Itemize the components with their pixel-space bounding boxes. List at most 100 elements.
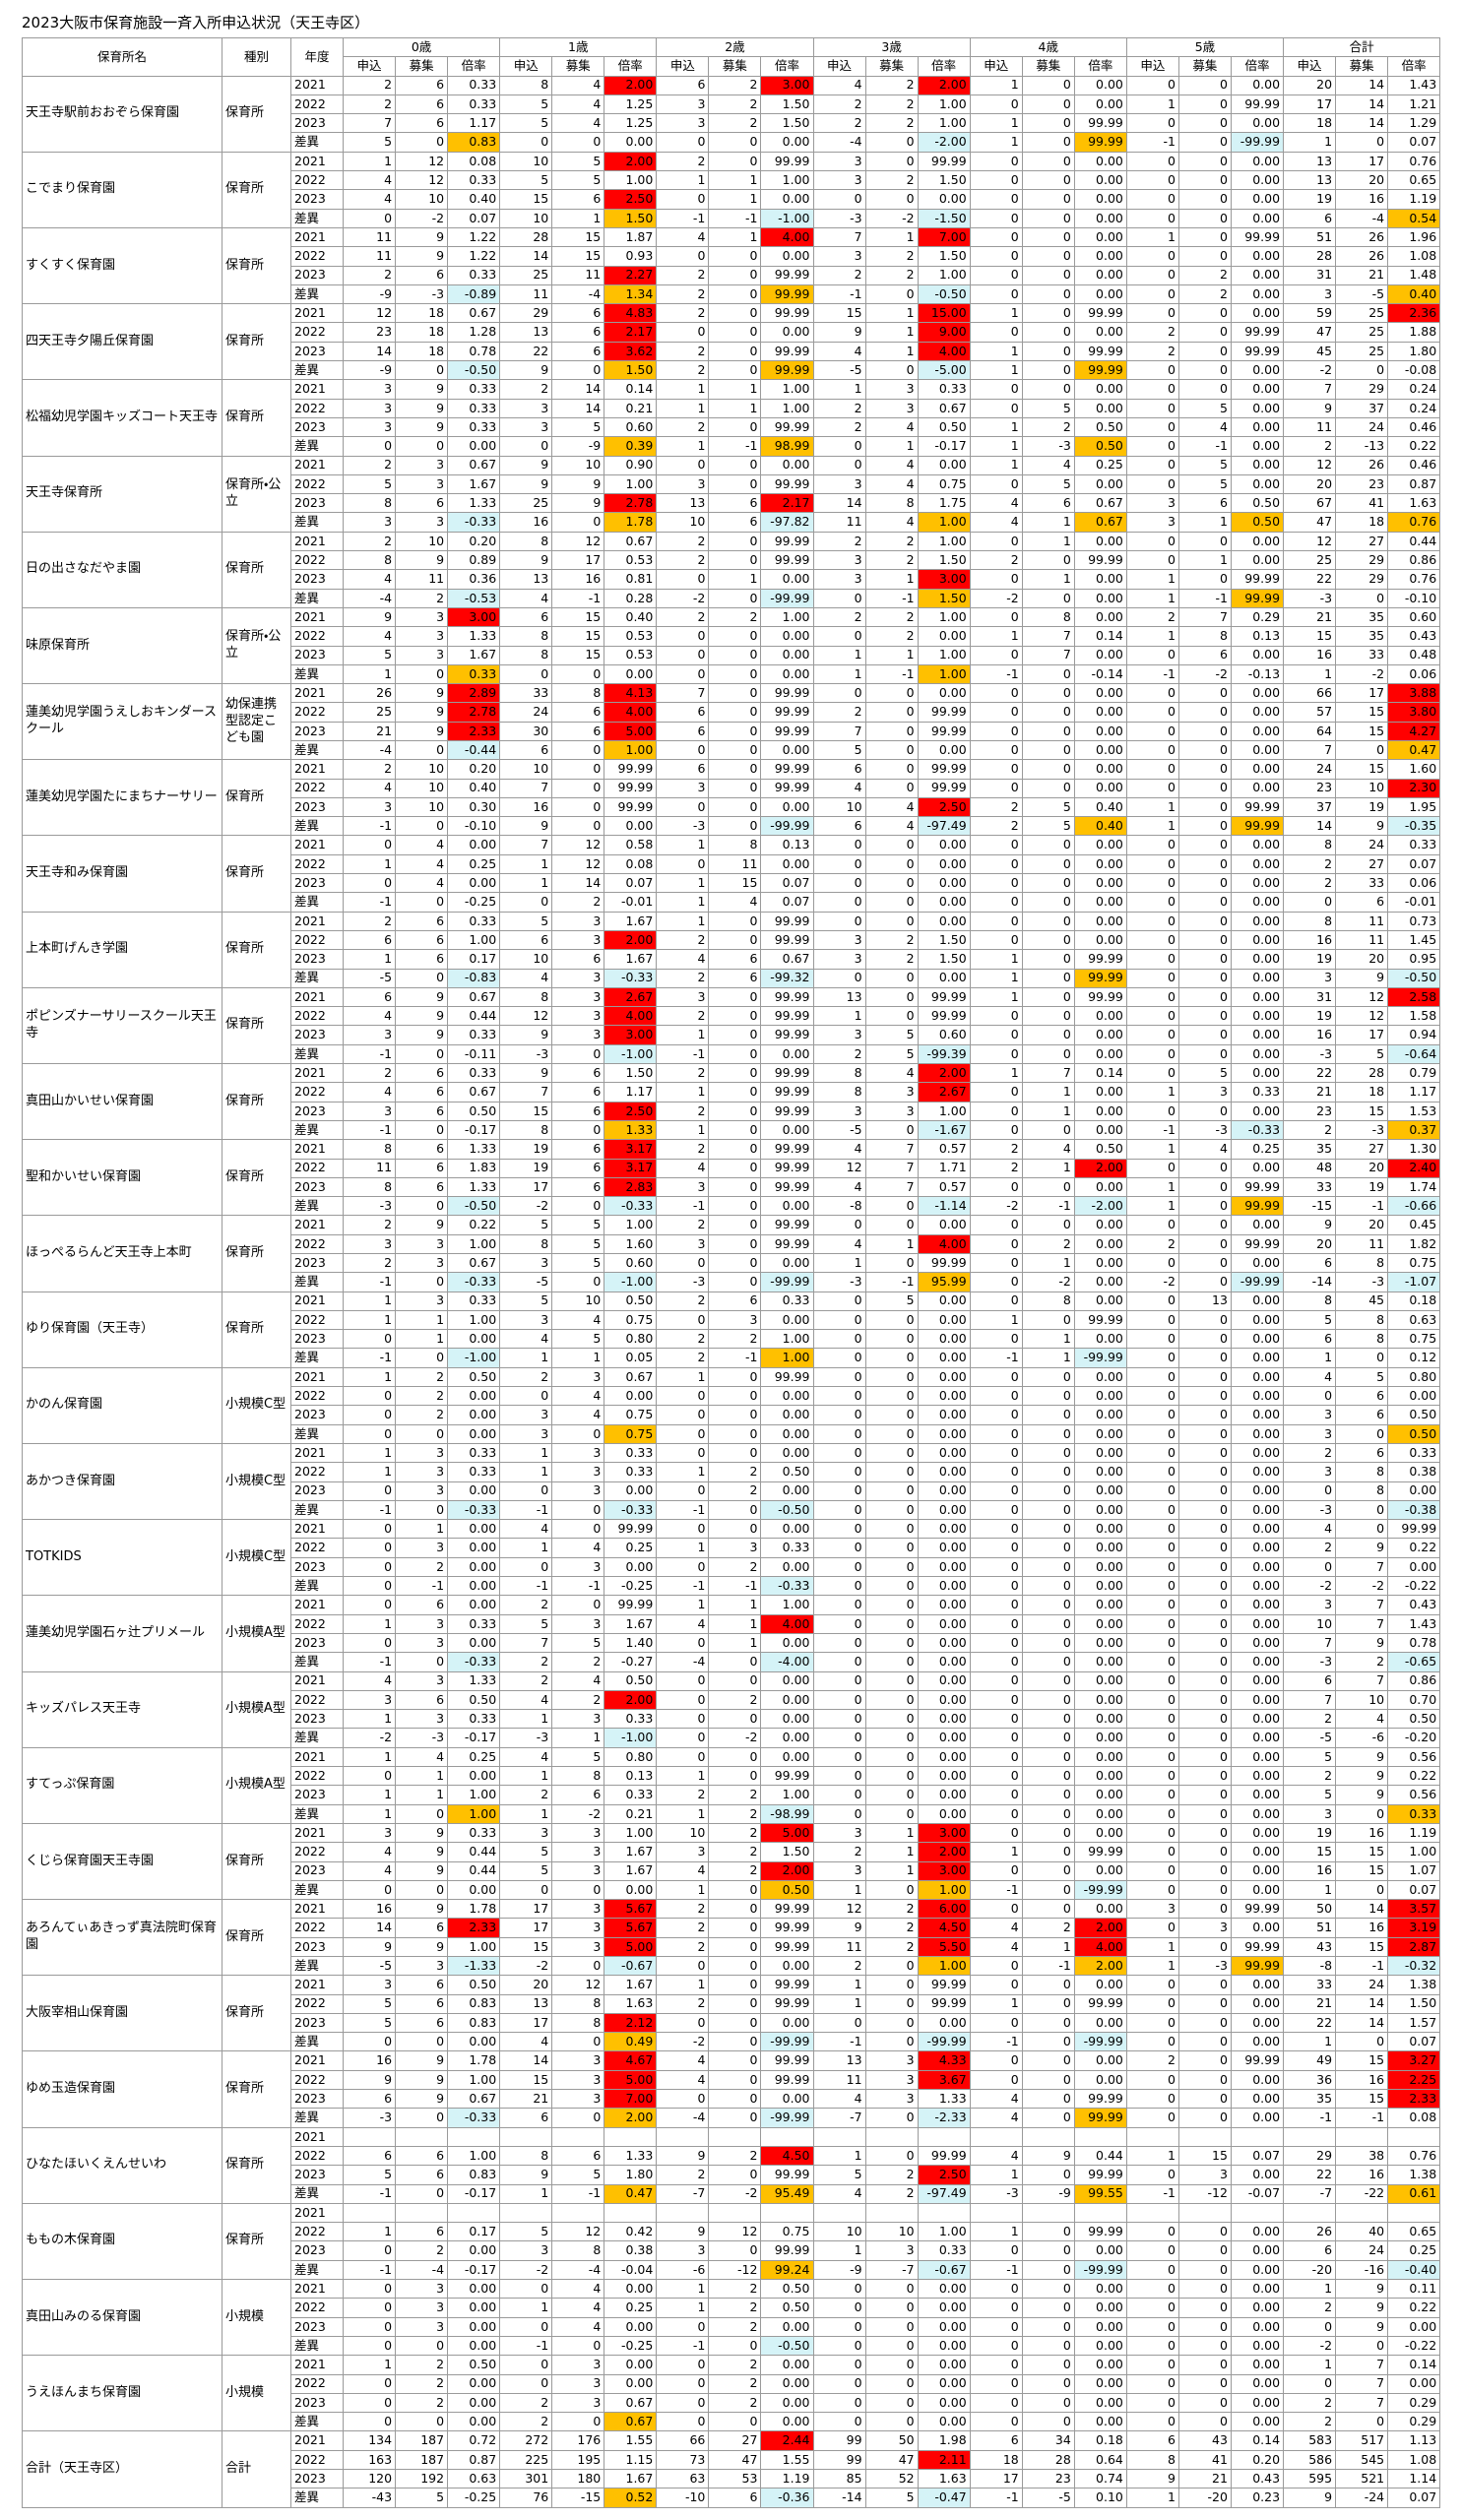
value-cell: -5	[1021, 2488, 1075, 2508]
value-cell: 43	[1177, 2430, 1232, 2451]
value-cell: 2	[395, 2373, 449, 2394]
value-cell: 3	[812, 151, 866, 172]
facility-type: 保育所	[222, 1063, 291, 1141]
data-row: 差異 0 0 0.00 2 0 0.67 0 0 0.00 0 0 0.00 0 0 0.00 0 0 0.00 2 0…	[23, 2412, 1441, 2432]
value-cell: 0.06	[1387, 663, 1441, 685]
value-cell: 0.00	[1230, 1309, 1285, 1331]
value-cell: 0.00	[1230, 2298, 1285, 2318]
value-cell: -99.99	[917, 2032, 971, 2052]
value-cell: 0	[812, 1329, 866, 1350]
value-cell: 0	[708, 1955, 762, 1977]
value-cell: 2.40	[1387, 1158, 1441, 1178]
value-cell: 0.25	[604, 1538, 658, 1558]
value-cell: 1	[656, 1462, 710, 1482]
value-cell: 0	[969, 151, 1023, 172]
value-cell: 0.00	[1230, 436, 1285, 457]
value-cell: 0	[1177, 1423, 1232, 1444]
value-cell: 0.40	[1073, 816, 1127, 837]
value-cell: -0.01	[604, 892, 658, 913]
value-cell: 0.95	[1387, 949, 1441, 970]
value-cell: 50	[864, 2430, 919, 2451]
value-cell: 0.60	[604, 416, 658, 438]
value-cell: 0.00	[1230, 645, 1285, 665]
value-cell: 0	[969, 226, 1023, 248]
value-cell: 0	[1335, 1803, 1389, 1824]
value-cell: 2.87	[1387, 1936, 1441, 1957]
value-cell: 3.00	[604, 1025, 658, 1045]
value-cell: 0	[1125, 1803, 1179, 1824]
value-cell: -5	[342, 968, 397, 988]
value-cell: 1	[342, 151, 397, 172]
value-cell: 0	[1125, 2012, 1179, 2034]
value-cell: 0.21	[604, 1803, 658, 1824]
value-cell: 2	[499, 379, 553, 400]
value-cell: 0.00	[1073, 473, 1127, 495]
value-cell: 1	[969, 455, 1023, 475]
value-cell: 163	[342, 2449, 397, 2471]
value-cell: 0	[1021, 2165, 1075, 2185]
value-cell: 0	[812, 1803, 866, 1824]
value-cell: 3.88	[1387, 683, 1441, 704]
value-cell: 0	[708, 2012, 762, 2034]
value-cell: -1	[708, 436, 762, 457]
value-cell: 0	[499, 1879, 553, 1901]
value-cell: 0.00	[760, 1423, 814, 1444]
value-cell: -0.83	[447, 968, 501, 988]
value-cell: 0.00	[447, 2032, 501, 2052]
data-row: 2022 25 9 2.78 24 6 4.00 6 0 99.99 2 0 99.99 0 0 0.00 0 0…	[23, 702, 1441, 723]
value-cell: 3	[395, 512, 449, 533]
value-cell: 176	[551, 2430, 605, 2451]
value-cell: 0.00	[1230, 1329, 1285, 1350]
value-cell: 1	[864, 226, 919, 248]
year-cell: 2022	[290, 2373, 344, 2394]
value-cell: 0	[812, 2392, 866, 2414]
value-cell: 8	[499, 2145, 553, 2167]
facility-type: 保育所	[222, 75, 291, 153]
value-cell: 0	[1021, 1119, 1075, 1141]
value-cell: 0.00	[760, 1386, 814, 1407]
value-cell: 0	[864, 1955, 919, 1977]
value-cell: 0.29	[1387, 2392, 1441, 2414]
value-cell: 0	[395, 1803, 449, 1824]
value-cell: 6	[551, 341, 605, 362]
value-cell: 1	[342, 1709, 397, 1730]
value-cell: 5	[342, 473, 397, 495]
data-row: すてっぷ保育園 小規模A型 2021 1 4 0.25 4 5 0.80 0 0 0.00 0 0 0.00…	[22, 1746, 1441, 1824]
value-cell: 2.78	[447, 702, 501, 723]
value-cell: 0	[969, 2355, 1023, 2375]
value-cell: 4.83	[604, 303, 658, 324]
data-row: 天王寺和み保育園 保育所 2021 0 4 0.00 7 12 0.58 1 8 0.13 0 0 0.00…	[22, 835, 1441, 913]
value-cell: 0	[395, 1043, 449, 1065]
data-row: 2022 2 6 0.33 5 4 1.25 3 2 1.50 2 2 1.00 0 0 0.00 1 0 99.9…	[23, 94, 1441, 115]
value-cell: 0.00	[447, 1329, 501, 1350]
value-cell: 0	[1021, 75, 1075, 95]
value-cell: 0.07	[1387, 2032, 1441, 2052]
value-cell: 2	[812, 113, 866, 134]
value-cell: 35	[1283, 1139, 1337, 1160]
value-cell: -0.25	[604, 1576, 658, 1597]
value-cell: 0.00	[1230, 2012, 1285, 2034]
value-cell: 1.45	[1387, 929, 1441, 951]
value-cell: 0	[1125, 1918, 1179, 1938]
value-cell: 0	[1335, 360, 1389, 381]
value-cell: 0	[1021, 702, 1075, 723]
year-cell: 2022	[290, 1842, 344, 1862]
value-cell: 0	[864, 284, 919, 305]
value-cell: 0	[1177, 1936, 1232, 1957]
value-cell: 16	[342, 2050, 397, 2071]
age-header: 1歳	[499, 36, 658, 58]
value-cell: 1	[812, 1006, 866, 1027]
value-cell: 0	[1021, 1766, 1075, 1787]
value-cell: 1	[708, 189, 762, 210]
value-cell: 6	[395, 265, 449, 285]
value-cell: 0	[1021, 1576, 1075, 1597]
value-cell: 0	[1125, 2069, 1179, 2091]
value-cell: -1	[1125, 2183, 1179, 2204]
value-cell: 0	[1177, 1366, 1232, 1388]
value-cell: 1	[1125, 1139, 1179, 1160]
value-cell: 0	[499, 1480, 553, 1501]
value-cell: 0	[1021, 739, 1075, 761]
value-cell: 0.00	[1230, 892, 1285, 913]
facility-name: ほっぺるらんど天王寺上本町	[22, 1215, 222, 1292]
value-cell: 99.99	[760, 702, 814, 723]
